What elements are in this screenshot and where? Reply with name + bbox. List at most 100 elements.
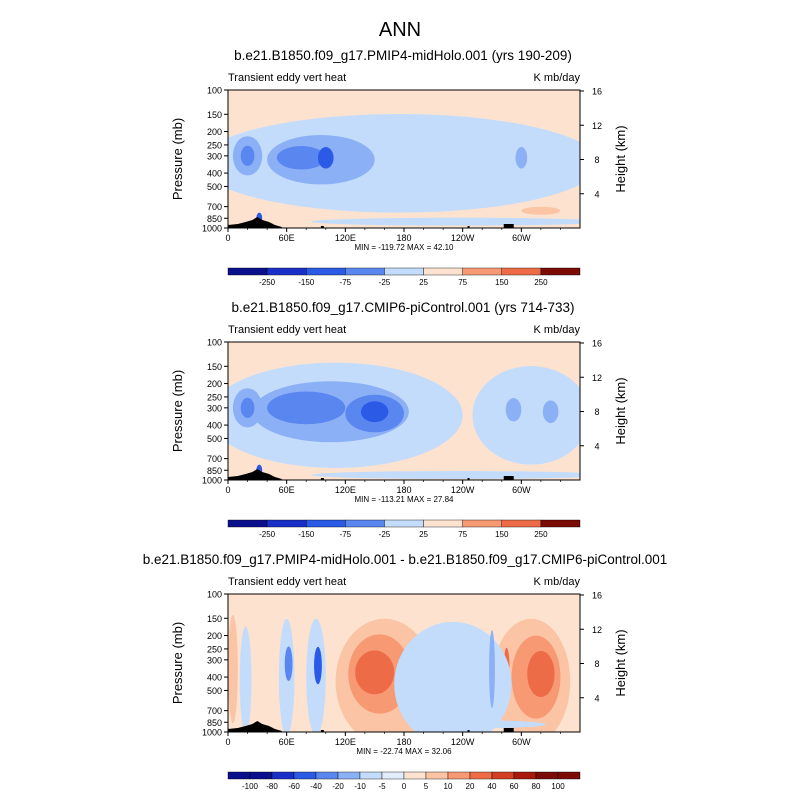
colorbar: -250 -150 -75 -25 25 75 150 250 [227, 267, 581, 287]
xtick-label: 60W [512, 737, 531, 747]
ytick-label: 850 [207, 466, 222, 476]
ytick-label: 300 [207, 151, 222, 161]
negative-contour [276, 146, 326, 170]
chart-panel-2: b.e21.B1850.f09_g17.CMIP6-piControl.001 … [170, 300, 628, 539]
positive-contour [228, 614, 238, 724]
negative-contour [240, 397, 255, 418]
terrain-asia [228, 469, 282, 480]
ytick-right-label: 4 [594, 189, 599, 199]
min-max-stats: MIN = -22.74 MAX = 32.06 [356, 747, 452, 756]
colorbar-label: -150 [298, 278, 315, 287]
ytick-label: 850 [207, 214, 222, 224]
xtick-label: 0 [225, 737, 230, 747]
ytick-label: 1000 [202, 476, 222, 486]
colorbar-box [513, 771, 537, 780]
negative-contour [496, 130, 523, 197]
panel-units-label: K mb/day [534, 576, 581, 588]
colorbar-label: 10 [444, 782, 453, 791]
negative-contour [360, 401, 389, 423]
xtick-label: 120E [335, 485, 356, 495]
panel-variable-label: Transient eddy vert heat [228, 72, 346, 84]
panel-title: b.e21.B1850.f09_g17.PMIP4-midHolo.001 - … [143, 552, 668, 567]
colorbar-label: -5 [378, 782, 386, 791]
y-axis-label: Pressure (mb) [170, 118, 185, 200]
xtick-label: 120W [451, 485, 475, 495]
ytick-right-label: 8 [594, 155, 599, 165]
colorbar-label: -150 [298, 530, 315, 539]
panel-variable-label: Transient eddy vert heat [228, 324, 346, 336]
colorbar-box [425, 771, 449, 780]
xtick-label: 60W [512, 233, 531, 243]
colorbar-label: 5 [424, 782, 429, 791]
colorbar-label: -25 [379, 530, 391, 539]
ytick-label: 700 [207, 454, 222, 464]
colorbar-box [423, 267, 463, 276]
ytick-label: 300 [207, 655, 222, 665]
colorbar-box [462, 267, 502, 276]
colorbar-label: 60 [510, 782, 519, 791]
ytick-right-label: 16 [592, 87, 602, 97]
panel-title: b.e21.B1850.f09_g17.PMIP4-midHolo.001 (y… [234, 48, 572, 63]
terrain-patch [320, 730, 324, 732]
colorbar-box [315, 771, 339, 780]
colorbar-label: 80 [532, 782, 541, 791]
negative-contour [267, 391, 346, 425]
y-axis-label: Pressure (mb) [170, 370, 185, 452]
colorbar-box [462, 519, 502, 528]
ytick-label: 500 [207, 686, 222, 696]
xtick-label: 180 [396, 233, 411, 243]
positive-contour [521, 206, 561, 215]
ytick-label: 250 [207, 140, 222, 150]
colorbar-label: -250 [259, 530, 276, 539]
terrain-andes [503, 224, 514, 228]
plot-area [228, 594, 580, 732]
colorbar-box [227, 771, 251, 780]
colorbar-box [384, 519, 424, 528]
colorbar-box [447, 771, 471, 780]
colorbar-box [403, 771, 427, 780]
chart-panel-3: b.e21.B1850.f09_g17.PMIP4-midHolo.001 - … [143, 552, 668, 791]
negative-contour [317, 147, 334, 169]
plot-area [228, 342, 580, 480]
panel-units-label: K mb/day [534, 72, 581, 84]
panel-title: b.e21.B1850.f09_g17.CMIP6-piControl.001 … [232, 300, 575, 315]
ytick-label: 150 [207, 362, 222, 372]
negative-contour [408, 720, 546, 729]
positive-contour [355, 650, 395, 695]
negative-contour [394, 621, 512, 732]
colorbar-label: 250 [534, 278, 548, 287]
colorbar-box [306, 267, 346, 276]
ytick-label: 150 [207, 614, 222, 624]
terrain-patch [467, 226, 470, 228]
negative-contour [515, 147, 528, 169]
colorbar-label: -75 [340, 278, 352, 287]
ytick-label: 500 [207, 434, 222, 444]
colorbar-label: 25 [419, 530, 428, 539]
colorbar-label: 100 [551, 782, 565, 791]
colorbar-label: -80 [266, 782, 278, 791]
ytick-right-label: 12 [592, 121, 602, 131]
colorbar-box [501, 267, 542, 276]
terrain-asia [228, 217, 282, 228]
y-axis-right-label: Height (km) [613, 125, 628, 192]
ytick-label: 400 [207, 673, 222, 683]
ytick-label: 1000 [202, 224, 222, 234]
colorbar-label: -250 [259, 278, 276, 287]
xtick-label: 0 [225, 485, 230, 495]
negative-contour [284, 646, 293, 682]
negative-contour [314, 646, 322, 685]
panel-variable-label: Transient eddy vert heat [228, 576, 346, 588]
xtick-label: 120W [451, 737, 475, 747]
terrain-patch [467, 478, 470, 480]
xtick-label: 180 [396, 737, 411, 747]
ytick-right-label: 4 [594, 441, 599, 451]
ytick-label: 100 [207, 338, 222, 348]
colorbar-label: -75 [340, 530, 352, 539]
colorbar-label: 25 [419, 278, 428, 287]
figure-title: ANN [379, 19, 421, 41]
colorbar-label: 75 [458, 278, 467, 287]
ytick-label: 300 [207, 403, 222, 413]
xtick-label: 120E [335, 233, 356, 243]
colorbar-label: -25 [379, 278, 391, 287]
ytick-label: 150 [207, 110, 222, 120]
